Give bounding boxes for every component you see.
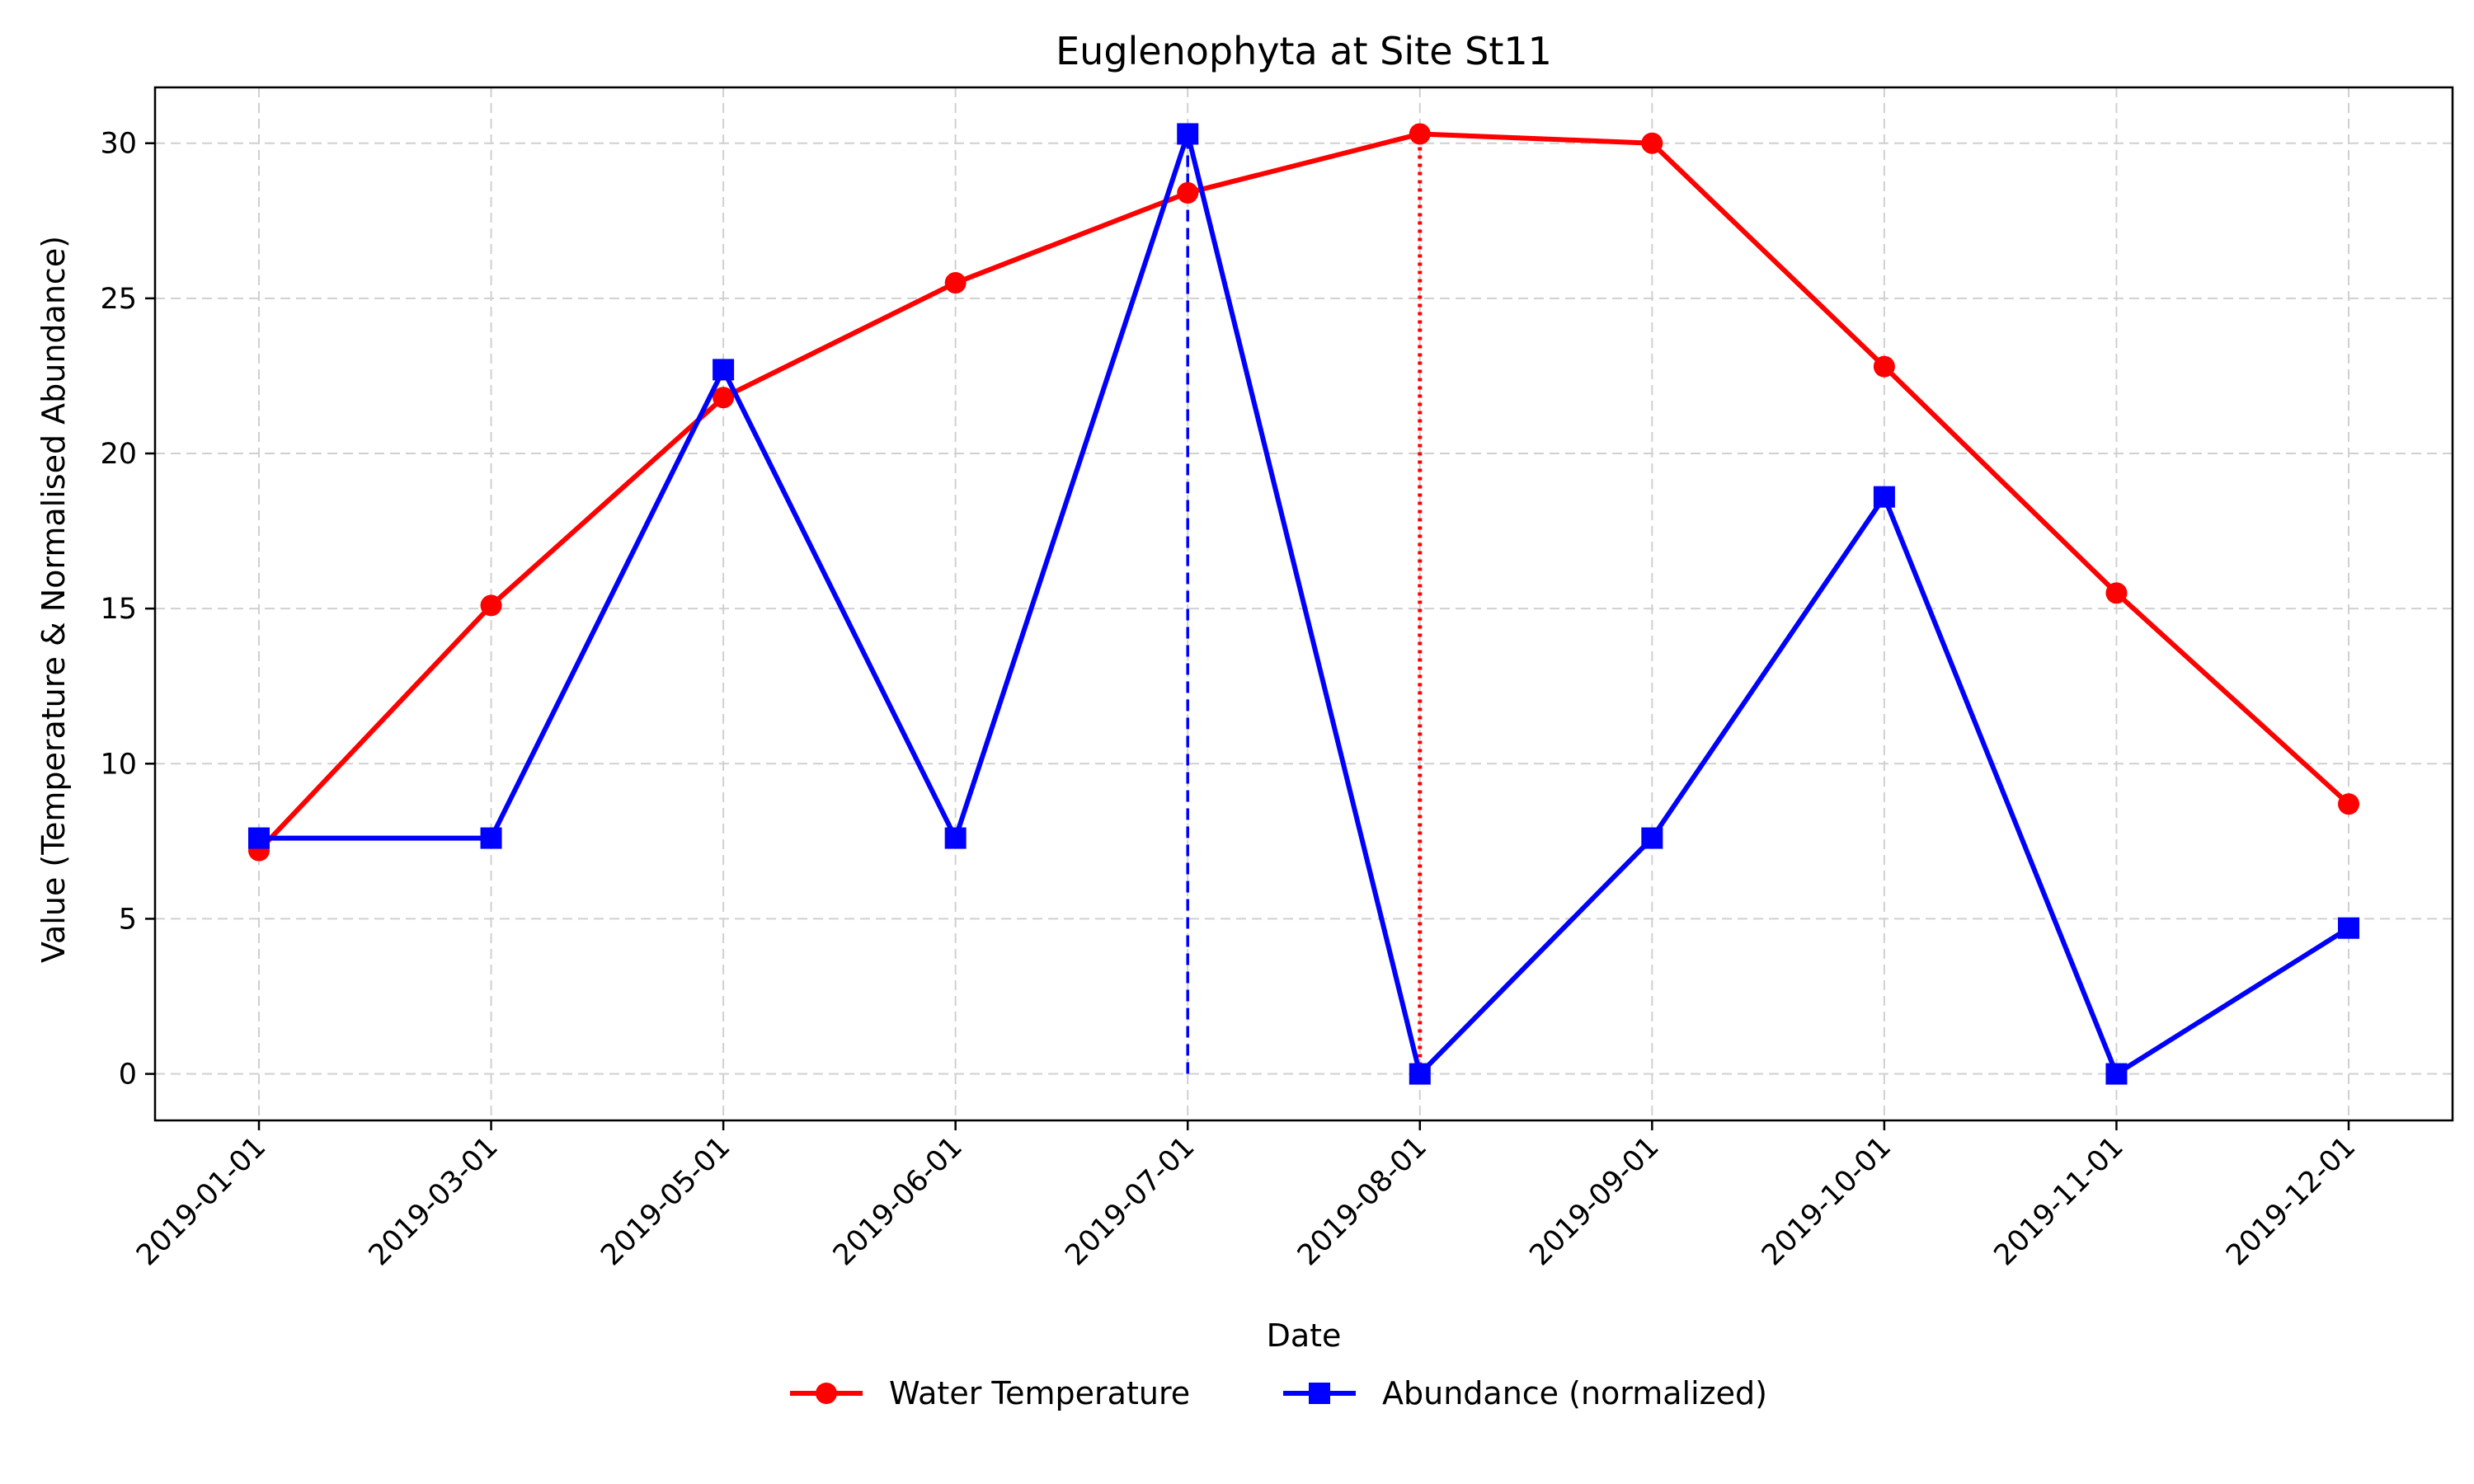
grid — [155, 87, 2453, 1120]
legend-marker — [816, 1383, 837, 1404]
data-point — [2105, 1063, 2128, 1085]
data-point — [944, 827, 967, 849]
data-point — [1873, 355, 1895, 378]
y-tick-label: 20 — [100, 438, 137, 471]
data-point — [1177, 181, 1199, 204]
legend-label: Water Temperature — [889, 1375, 1190, 1411]
series-2 — [248, 123, 2359, 1085]
data-point — [713, 359, 735, 381]
y-axis: 0 5 10 15 20 25 30 — [100, 128, 155, 1092]
data-point — [480, 594, 502, 617]
data-point — [1641, 827, 1663, 849]
data-point — [944, 272, 967, 294]
plot-frame — [153, 86, 2454, 1122]
y-tick-label: 15 — [100, 593, 137, 626]
y-tick-label: 5 — [119, 903, 137, 936]
series-1 — [248, 123, 2359, 862]
series-layer — [248, 123, 2359, 1085]
x-axis-label: Date — [1267, 1317, 1342, 1354]
series-line — [259, 131, 2350, 1077]
data-point — [480, 827, 502, 849]
data-point — [248, 827, 270, 849]
data-point — [1409, 123, 1431, 145]
y-axis-label: Value (Temperature & Normalised Abundanc… — [35, 236, 72, 963]
data-point — [2338, 793, 2359, 815]
data-point — [2338, 917, 2359, 939]
legend: Water Temperature Abundance (normalized) — [790, 1375, 1767, 1411]
y-tick-label: 0 — [119, 1059, 137, 1092]
data-point — [1873, 486, 1895, 508]
y-tick-label: 25 — [100, 283, 137, 316]
data-point — [1641, 132, 1663, 154]
series-line — [256, 131, 2351, 852]
y-tick-label: 30 — [100, 128, 137, 161]
y-tick-label: 10 — [100, 748, 137, 781]
annotation-lines — [1186, 134, 1423, 1074]
chart-title: Euglenophyta at Site St11 — [1056, 29, 1552, 73]
legend-marker — [1309, 1383, 1330, 1404]
data-point — [1177, 123, 1199, 145]
data-point — [1409, 1063, 1431, 1085]
data-point — [2105, 582, 2128, 604]
legend-entry: Abundance (normalized) — [1283, 1375, 1767, 1411]
legend-entry: Water Temperature — [790, 1375, 1190, 1411]
data-point — [713, 387, 735, 409]
legend-label: Abundance (normalized) — [1382, 1375, 1767, 1411]
